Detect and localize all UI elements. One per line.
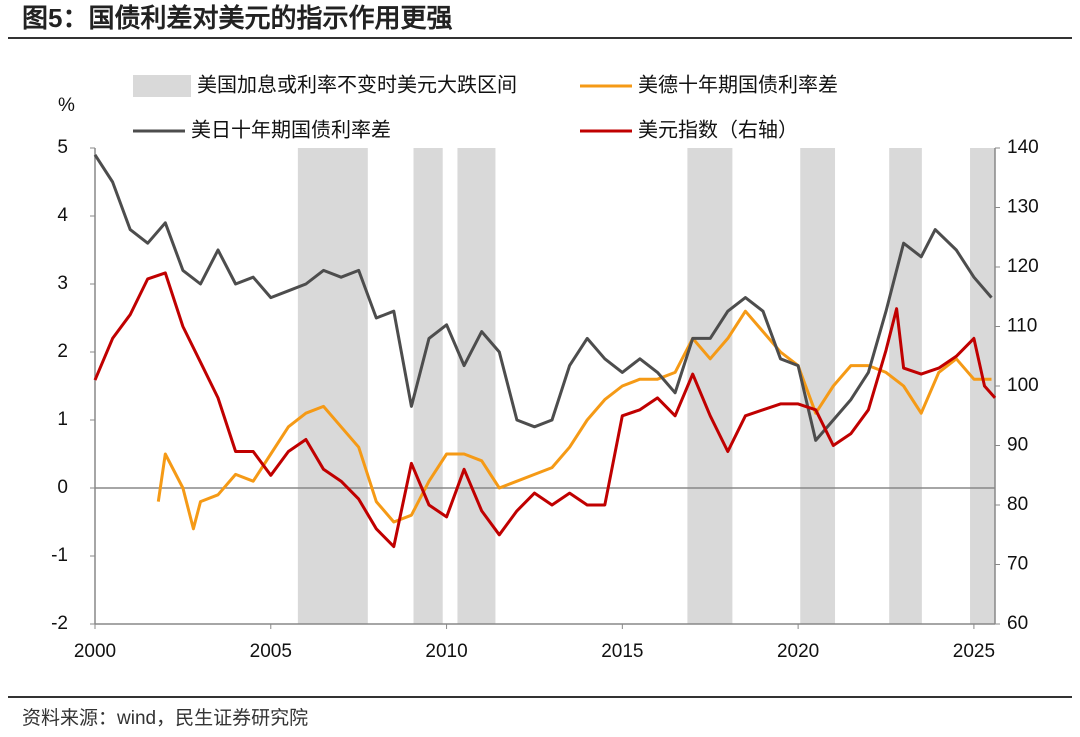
shaded-band [457, 148, 496, 624]
legend-label: 美国加息或利率不变时美元大跌区间 [197, 73, 517, 96]
y-tick-label: -2 [51, 613, 68, 634]
y2-tick-label: 140 [1007, 137, 1039, 158]
y2-tick-label: 80 [1007, 494, 1028, 515]
y2-tick-label: 100 [1007, 375, 1039, 396]
legend-swatch [133, 75, 191, 97]
x-tick-label: 2005 [250, 641, 292, 662]
series-line [93, 271, 997, 549]
shaded-band [687, 148, 733, 624]
source: 资料来源：wind，民生证券研究院 [22, 707, 308, 729]
x-tick-label: 2010 [425, 641, 467, 662]
series-line [156, 309, 992, 531]
y2-tick-label: 120 [1007, 256, 1039, 277]
x-tick-label: 2015 [601, 641, 643, 662]
y-tick-label: 4 [57, 205, 68, 226]
y-tick-label: 2 [57, 341, 68, 362]
shaded-band [970, 148, 995, 624]
legend-label: 美德十年期国债利率差 [638, 73, 838, 96]
y2-tick-label: 130 [1007, 197, 1039, 218]
y2-tick-label: 90 [1007, 435, 1028, 456]
legend-label: 美日十年期国债利率差 [191, 118, 391, 141]
series-line [93, 153, 993, 442]
y-tick-label: 1 [57, 409, 68, 430]
y-tick-label: -1 [51, 545, 68, 566]
y2-tick-label: 70 [1007, 554, 1028, 575]
y-axis-label: % [58, 95, 75, 116]
legend-label: 美元指数（右轴） [638, 118, 798, 141]
y2-tick-label: 60 [1007, 613, 1028, 634]
x-tick-label: 2020 [777, 641, 819, 662]
y2-tick-label: 110 [1007, 316, 1037, 337]
x-tick-label: 2025 [953, 641, 995, 662]
shaded-band [297, 148, 368, 624]
shaded-band [413, 148, 443, 624]
y-tick-label: 0 [57, 477, 68, 498]
shaded-band [889, 148, 922, 624]
y-tick-label: 3 [57, 273, 68, 294]
chart-title: 图5：国债利差对美元的指示作用更强 [22, 3, 452, 33]
y-tick-label: 5 [57, 137, 68, 158]
x-tick-label: 2000 [74, 641, 116, 662]
